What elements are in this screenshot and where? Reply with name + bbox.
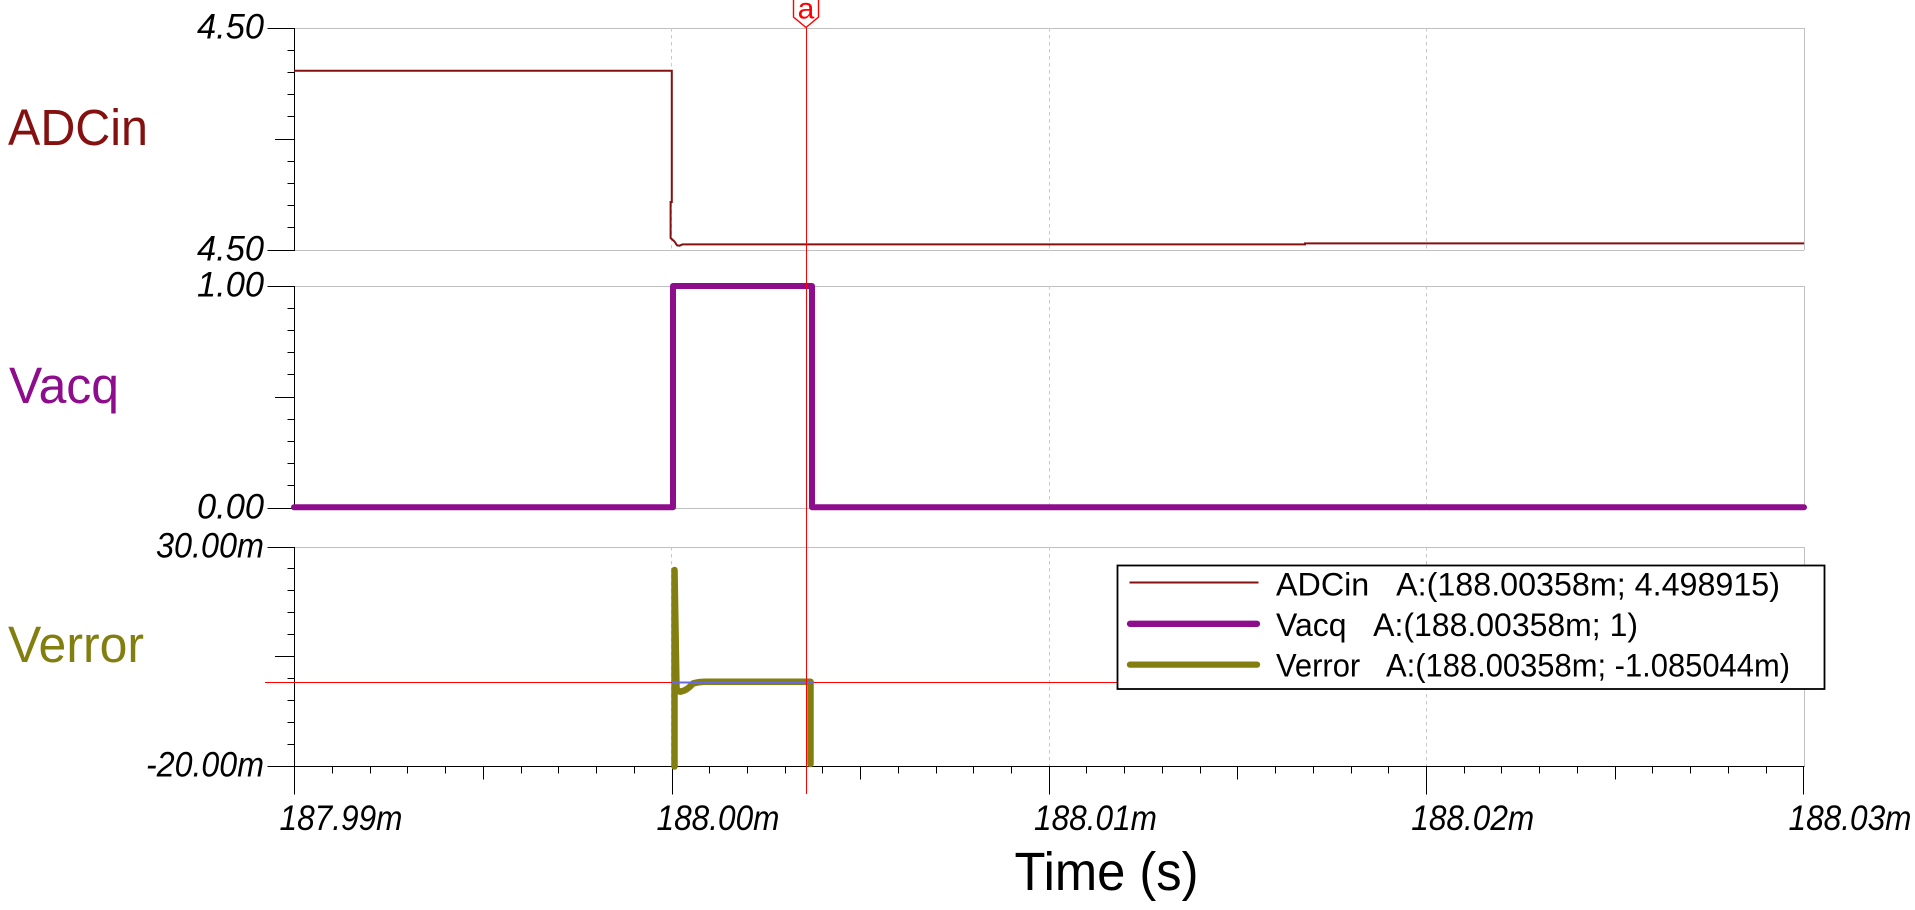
svg-text:Verror A:(188.00358m; -1.085: Verror A:(188.00358m; -1.085044m) xyxy=(1276,648,1790,684)
svg-text:a: a xyxy=(798,0,815,26)
svg-text:ADCin A:(188.00358m; 4.49891: ADCin A:(188.00358m; 4.498915) xyxy=(1276,567,1780,603)
svg-text:Vacq A:(188.00358m; 1): Vacq A:(188.00358m; 1) xyxy=(1276,607,1638,643)
svg-text:188.02m: 188.02m xyxy=(1411,799,1534,838)
svg-text:Vacq: Vacq xyxy=(9,357,119,414)
svg-text:187.99m: 187.99m xyxy=(280,799,403,838)
svg-text:188.03m: 188.03m xyxy=(1789,799,1912,838)
svg-text:0.00: 0.00 xyxy=(197,488,265,527)
svg-text:-20.00m: -20.00m xyxy=(146,746,264,785)
svg-text:4.50: 4.50 xyxy=(197,230,265,269)
svg-text:ADCin: ADCin xyxy=(8,99,148,156)
svg-text:188.01m: 188.01m xyxy=(1034,799,1157,838)
svg-text:30.00m: 30.00m xyxy=(156,527,264,566)
svg-text:4.50: 4.50 xyxy=(197,8,265,47)
svg-text:188.00m: 188.00m xyxy=(657,799,780,838)
svg-text:Time (s): Time (s) xyxy=(1015,842,1199,902)
svg-text:1.00: 1.00 xyxy=(197,266,265,305)
svg-text:Verror: Verror xyxy=(8,616,144,673)
